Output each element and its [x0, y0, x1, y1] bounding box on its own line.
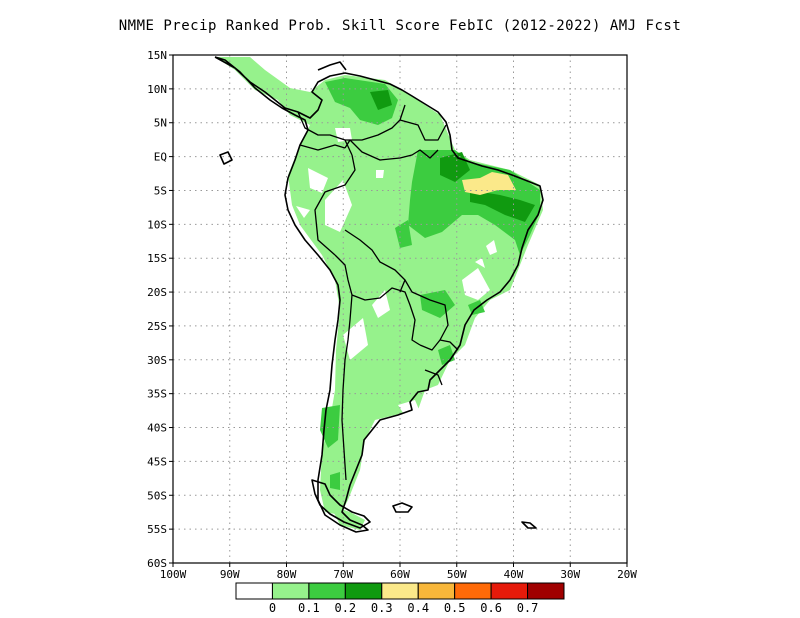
- lon-tick-label: 100W: [160, 568, 187, 581]
- colorbar-label: 0.4: [407, 601, 429, 615]
- skill-area-0-1: [215, 57, 543, 515]
- lat-tick-label: 40S: [147, 422, 167, 435]
- map-shading: [215, 57, 543, 530]
- axes: 15N 10N 5N EQ 5S 10S 15S 20S 25S 30S 35S 40S 45S 50S 5…: [147, 49, 637, 581]
- no-skill-patch: [372, 290, 390, 318]
- no-skill-patch: [475, 258, 485, 268]
- tierra-del-fuego: [311, 479, 371, 529]
- lon-tick-label: 30W: [560, 568, 580, 581]
- lat-tick-label: 50S: [147, 489, 167, 502]
- colorbar-label: 0.7: [517, 601, 539, 615]
- caribbean-coast: [317, 61, 347, 71]
- south-georgia: [521, 521, 537, 529]
- lat-tick-label: 5N: [154, 117, 167, 130]
- lat-tick-label: 15S: [147, 252, 167, 265]
- colorbar-swatch: [381, 582, 419, 600]
- lat-tick-label: EQ: [154, 151, 167, 164]
- skill-area-0-1-to-0-2: [395, 220, 412, 248]
- lat-tick-label: 55S: [147, 523, 167, 536]
- colorbar-swatch: [417, 582, 456, 600]
- lon-tick-label: 70W: [333, 568, 353, 581]
- colorbar: 0 0.1 0.2 0.3 0.4 0.5 0.6 0.7: [235, 582, 565, 615]
- colorbar-label: 0.1: [298, 601, 320, 615]
- no-skill-patch: [325, 180, 352, 232]
- lat-tick-label: 35S: [147, 388, 167, 401]
- lat-tick-label: 10S: [147, 218, 167, 231]
- colorbar-swatch: [271, 582, 310, 600]
- coastlines: [214, 56, 544, 533]
- page-title: NMME Precip Ranked Prob. Skill Score Feb…: [118, 18, 682, 34]
- colorbar-swatch: [235, 582, 273, 600]
- skill-area-0-2-to-0-3: [370, 90, 392, 110]
- colorbar-swatch: [308, 582, 346, 600]
- colorbar-swatch: [454, 582, 492, 600]
- colorbar-label: 0: [269, 601, 276, 615]
- lat-tick-label: 20S: [147, 286, 167, 299]
- colorbar-label: 0.6: [480, 601, 502, 615]
- no-skill-patch: [462, 268, 490, 300]
- lat-tick-label: 45S: [147, 455, 167, 468]
- lat-tick-label: 5S: [154, 184, 167, 197]
- lon-tick-label: 20W: [617, 568, 637, 581]
- no-skill-patch: [486, 240, 497, 255]
- no-skill-patch: [398, 400, 420, 416]
- lon-tick-label: 90W: [220, 568, 240, 581]
- galapagos: [219, 151, 233, 165]
- country-borders: [297, 104, 459, 481]
- lat-tick-label: 10N: [147, 83, 167, 96]
- skill-area-0-2-to-0-3: [470, 190, 535, 222]
- skill-area-0-3-to-0-4: [462, 172, 516, 195]
- lon-tick-label: 60W: [390, 568, 410, 581]
- lon-tick-label: 40W: [504, 568, 524, 581]
- colorbar-label: 0.2: [334, 601, 356, 615]
- lon-tick-label: 50W: [447, 568, 467, 581]
- colorbar-swatch: [527, 582, 565, 600]
- colorbar-swatch: [344, 582, 383, 600]
- lat-tick-label: 60S: [147, 557, 167, 570]
- colorbar-label: 0.5: [444, 601, 466, 615]
- no-skill-patch: [343, 318, 368, 360]
- no-skill-patch: [296, 206, 310, 218]
- colorbar-label: 0.3: [371, 601, 393, 615]
- colorbar-swatch: [490, 582, 529, 600]
- lat-tick-label: 25S: [147, 320, 167, 333]
- grid-lines: [173, 55, 627, 563]
- skill-area-0-1-to-0-2: [330, 472, 340, 490]
- lon-tick-label: 80W: [277, 568, 297, 581]
- south-america-coastline: [214, 56, 544, 533]
- no-skill-patch: [308, 168, 328, 193]
- falkland-islands: [392, 502, 413, 513]
- no-skill-patch: [376, 170, 384, 178]
- lat-tick-label: 15N: [147, 49, 167, 62]
- lat-tick-label: 30S: [147, 354, 167, 367]
- skill-area-0-1-to-0-2: [325, 78, 398, 125]
